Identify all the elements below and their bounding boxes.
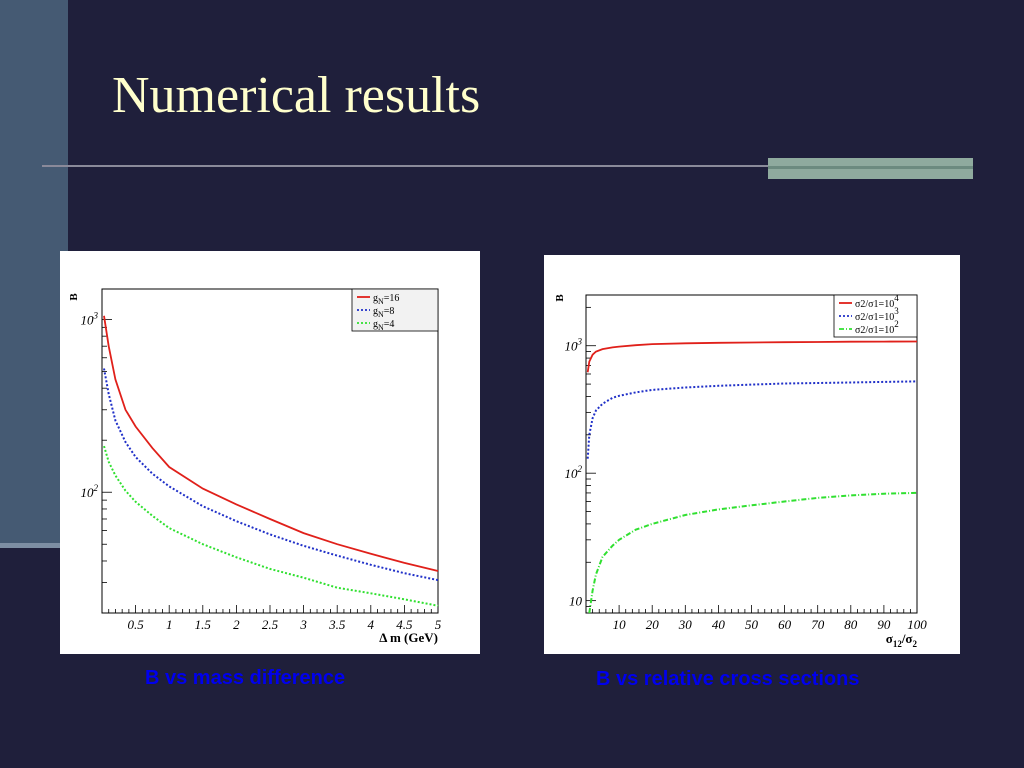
- legend-entry: σ2/σ1=104: [855, 293, 899, 310]
- y-tick-label: 103: [81, 310, 99, 327]
- x-tick-label: 1.5: [195, 617, 212, 632]
- legend-entry: gN=8: [373, 306, 394, 319]
- y-tick-label: 103: [565, 337, 583, 354]
- x-tick-label: 80: [844, 617, 858, 632]
- caption-mass-difference: B vs mass difference: [145, 667, 346, 689]
- caption-cross-sections: B vs relative cross sections: [596, 668, 860, 690]
- plot-frame: [101, 288, 439, 614]
- page-title: Numerical results: [112, 67, 481, 124]
- y-tick-label: 10: [569, 594, 583, 609]
- x-tick-label: 5: [435, 617, 442, 632]
- x-tick-label: 3.5: [328, 617, 346, 632]
- legend-entry: σ2/σ1=103: [855, 306, 899, 323]
- x-tick-label: 4: [368, 617, 375, 632]
- x-tick-label: 90: [877, 617, 891, 632]
- side-rule: [0, 543, 68, 548]
- x-tick-label: 40: [712, 617, 726, 632]
- x-tick-label: 2: [233, 617, 240, 632]
- title-accent-line: [768, 166, 973, 169]
- x-tick-label: 10: [613, 617, 627, 632]
- side-band: [0, 0, 68, 545]
- title-divider: [42, 165, 772, 167]
- series-line-2: [103, 368, 439, 582]
- y-axis-label: B: [68, 293, 80, 301]
- legend-entry: gN=4: [373, 319, 394, 332]
- series-line-1: [586, 340, 918, 373]
- legend-entry: gN=16: [373, 293, 399, 306]
- series-line-2: [586, 380, 918, 459]
- y-axis-label: B: [554, 294, 566, 302]
- x-tick-label: 2.5: [262, 617, 279, 632]
- x-tick-label: 70: [811, 617, 825, 632]
- x-tick-label: 20: [646, 617, 660, 632]
- x-tick-label: 50: [745, 617, 759, 632]
- chart-panel-mass-difference: 0.5 1 1.5 2 2.5 3 3.5 4 4.5 5 102 103 B Δ m (GeV) gN=1…: [60, 251, 480, 654]
- y-tick-label: 102: [81, 483, 99, 500]
- series-line-1: [103, 315, 439, 572]
- x-tick-label: 3: [299, 617, 307, 632]
- y-tick-label: 102: [565, 464, 583, 481]
- x-tick-label: 30: [678, 617, 693, 632]
- series-line-3: [103, 445, 439, 607]
- x-tick-label: 4.5: [396, 617, 413, 632]
- series-line-3: [588, 491, 918, 614]
- x-tick-label: 60: [778, 617, 792, 632]
- x-tick-label: 1: [166, 617, 173, 632]
- x-axis-label: Δ m (GeV): [379, 630, 438, 645]
- x-tick-label: 0.5: [127, 617, 144, 632]
- x-tick-label: 100: [907, 617, 927, 632]
- x-axis-label: σ12/σ2: [886, 631, 918, 649]
- legend-entry: σ2/σ1=102: [855, 319, 899, 336]
- chart-mass-difference: 0.5 1 1.5 2 2.5 3 3.5 4 4.5 5 102 103 B Δ m (GeV) gN=1…: [68, 288, 442, 645]
